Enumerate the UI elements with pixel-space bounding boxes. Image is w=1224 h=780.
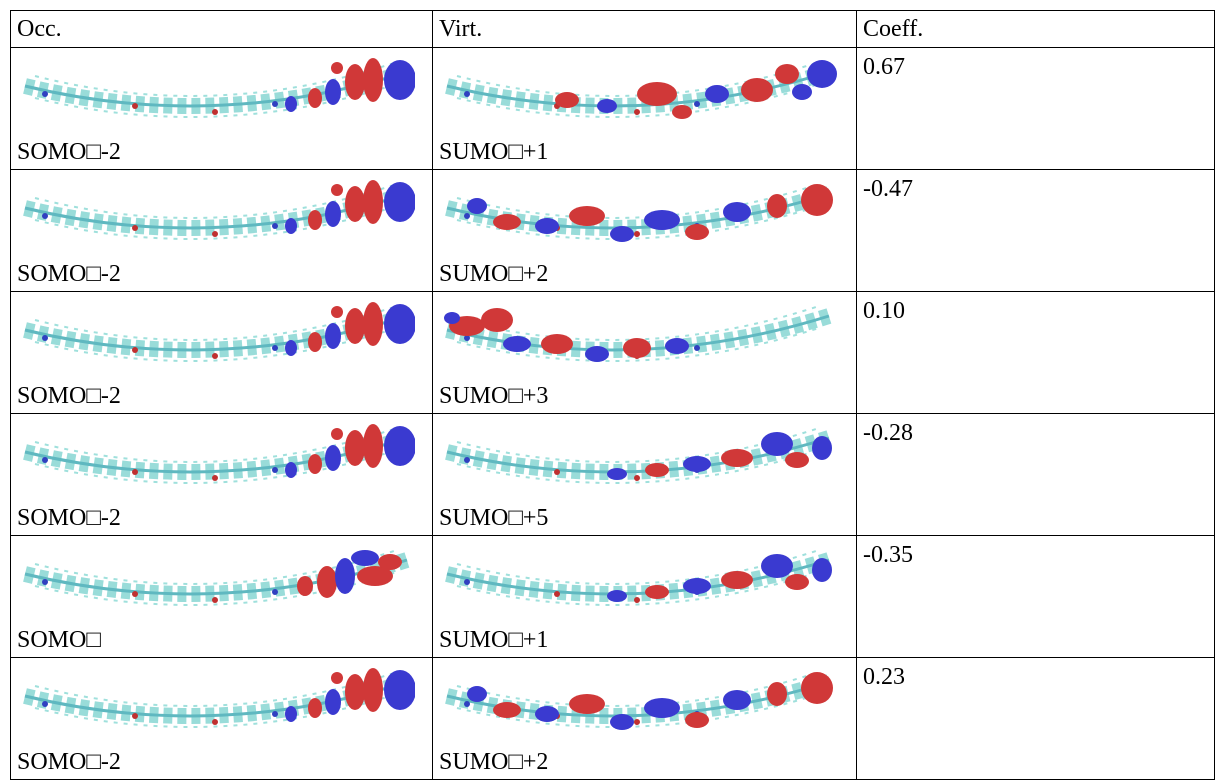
orbital-image bbox=[437, 298, 837, 378]
virtual-label: SUMO□+2 bbox=[439, 259, 548, 289]
orbital-image bbox=[15, 298, 415, 378]
occupied-cell: SOMO□-2 bbox=[11, 658, 433, 780]
coefficient-cell: -0.47 bbox=[857, 170, 1215, 292]
coefficient-cell: -0.28 bbox=[857, 414, 1215, 536]
cell-content: SUMO□+1 bbox=[439, 536, 850, 657]
coefficient-cell: -0.35 bbox=[857, 536, 1215, 658]
table-row: SOMO□-2 SUMO□+2 -0.47 bbox=[11, 170, 1215, 292]
virtual-label: SUMO□+5 bbox=[439, 503, 548, 533]
page: Orbital transitions html, body { margin:… bbox=[0, 0, 1224, 776]
virtual-cell: SUMO□+2 bbox=[433, 658, 857, 780]
header-cell: Occ. bbox=[11, 11, 433, 48]
orbital-image bbox=[437, 54, 837, 134]
page-body: {"table": { "header": ["Occ.", "Virt.", … bbox=[0, 0, 1224, 776]
cell-content: SOMO□-2 bbox=[17, 48, 426, 169]
coefficient: 0.67 bbox=[863, 48, 1208, 82]
occupied-cell: SOMO□-2 bbox=[11, 48, 433, 170]
orbital-image bbox=[437, 542, 837, 622]
orbital-image bbox=[15, 664, 415, 744]
header-cell: Virt. bbox=[433, 11, 857, 48]
occupied-label: SOMO□-2 bbox=[17, 747, 121, 777]
coefficient: -0.28 bbox=[863, 414, 1208, 448]
virtual-label: SUMO□+3 bbox=[439, 381, 548, 411]
cell-content: SOMO□ bbox=[17, 536, 426, 657]
table-row: SOMO□-2 SUMO□+5 -0.28 bbox=[11, 414, 1215, 536]
cell-content: SOMO□-2 bbox=[17, 658, 426, 779]
orbital-image bbox=[437, 664, 837, 744]
occupied-label: SOMO□-2 bbox=[17, 381, 121, 411]
table-header: Occ. Virt. Coeff. bbox=[11, 11, 1215, 48]
orbital-image bbox=[15, 542, 415, 622]
cell-content: SUMO□+3 bbox=[439, 292, 850, 413]
virtual-label: SUMO□+1 bbox=[439, 625, 548, 655]
table-row: SOMO□-2 SUMO□+3 0.10 bbox=[11, 292, 1215, 414]
orbital-image bbox=[15, 54, 415, 134]
table-row: SOMO□-2 SUMO□+1 0.67 bbox=[11, 48, 1215, 170]
occupied-cell: SOMO□-2 bbox=[11, 414, 433, 536]
coefficient: -0.35 bbox=[863, 536, 1208, 570]
virtual-cell: SUMO□+3 bbox=[433, 292, 857, 414]
coefficient: -0.47 bbox=[863, 170, 1208, 204]
cell-content: SUMO□+1 bbox=[439, 48, 850, 169]
virtual-cell: SUMO□+2 bbox=[433, 170, 857, 292]
header-cell: Coeff. bbox=[857, 11, 1215, 48]
cell-content: SUMO□+2 bbox=[439, 170, 850, 291]
occupied-label: SOMO□-2 bbox=[17, 503, 121, 533]
coefficient: 0.10 bbox=[863, 292, 1208, 326]
orbital-image bbox=[15, 176, 415, 256]
orbital-image bbox=[437, 420, 837, 500]
occupied-cell: SOMO□-2 bbox=[11, 170, 433, 292]
coefficient-cell: 0.10 bbox=[857, 292, 1215, 414]
orbital-image bbox=[437, 176, 837, 256]
cell-content: SUMO□+2 bbox=[439, 658, 850, 779]
cell-content: SOMO□-2 bbox=[17, 414, 426, 535]
table-row: SOMO□-2 SUMO□+2 0.23 bbox=[11, 658, 1215, 780]
virtual-cell: SUMO□+1 bbox=[433, 48, 857, 170]
cell-content: SOMO□-2 bbox=[17, 292, 426, 413]
virtual-label: SUMO□+2 bbox=[439, 747, 548, 777]
virtual-label: SUMO□+1 bbox=[439, 137, 548, 167]
coefficient-cell: 0.67 bbox=[857, 48, 1215, 170]
occupied-label: SOMO□-2 bbox=[17, 137, 121, 167]
cell-content: SOMO□-2 bbox=[17, 170, 426, 291]
occupied-cell: SOMO□-2 bbox=[11, 292, 433, 414]
occupied-label: SOMO□ bbox=[17, 625, 101, 655]
header-row: Occ. Virt. Coeff. bbox=[11, 11, 1215, 48]
coefficient-cell: 0.23 bbox=[857, 658, 1215, 780]
occupied-cell: SOMO□ bbox=[11, 536, 433, 658]
coefficient: 0.23 bbox=[863, 658, 1208, 692]
orbital-image bbox=[15, 420, 415, 500]
virtual-cell: SUMO□+1 bbox=[433, 536, 857, 658]
cell-content: SUMO□+5 bbox=[439, 414, 850, 535]
table-row: SOMO□ SUMO□+1 -0.35 bbox=[11, 536, 1215, 658]
occupied-label: SOMO□-2 bbox=[17, 259, 121, 289]
virtual-cell: SUMO□+5 bbox=[433, 414, 857, 536]
